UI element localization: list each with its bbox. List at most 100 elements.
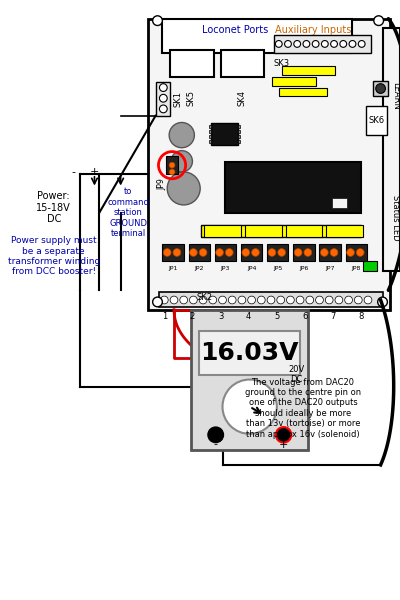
Polygon shape bbox=[332, 198, 347, 208]
Polygon shape bbox=[346, 244, 367, 261]
Circle shape bbox=[304, 248, 312, 256]
Polygon shape bbox=[366, 106, 387, 135]
Polygon shape bbox=[160, 292, 382, 307]
Polygon shape bbox=[286, 226, 322, 237]
Circle shape bbox=[284, 41, 291, 47]
Circle shape bbox=[169, 169, 175, 175]
Circle shape bbox=[216, 248, 224, 256]
Circle shape bbox=[325, 296, 333, 304]
Circle shape bbox=[349, 41, 356, 47]
Circle shape bbox=[190, 296, 197, 304]
Circle shape bbox=[238, 296, 246, 304]
Circle shape bbox=[320, 248, 328, 256]
Circle shape bbox=[358, 41, 365, 47]
Polygon shape bbox=[162, 19, 352, 53]
Circle shape bbox=[312, 41, 319, 47]
Circle shape bbox=[364, 296, 372, 304]
Circle shape bbox=[347, 248, 354, 256]
Circle shape bbox=[335, 296, 343, 304]
Circle shape bbox=[248, 296, 256, 304]
Text: Loconet Ports: Loconet Ports bbox=[202, 25, 268, 35]
Circle shape bbox=[209, 296, 217, 304]
Text: +: + bbox=[279, 440, 288, 449]
Text: JP6: JP6 bbox=[299, 266, 309, 271]
Polygon shape bbox=[211, 124, 238, 145]
Polygon shape bbox=[199, 331, 300, 374]
Circle shape bbox=[160, 94, 167, 102]
Polygon shape bbox=[267, 244, 288, 261]
Circle shape bbox=[376, 83, 386, 94]
Circle shape bbox=[374, 16, 384, 26]
Text: The voltage from DAC20
ground to the centre pin on
one of the DAC20 outputs
shou: The voltage from DAC20 ground to the cen… bbox=[245, 377, 361, 439]
Circle shape bbox=[160, 105, 167, 113]
Text: Power supply must
be a separate
transformer winding
from DCC booster!: Power supply must be a separate transfor… bbox=[8, 236, 100, 277]
Circle shape bbox=[160, 83, 167, 91]
Text: 4: 4 bbox=[246, 311, 251, 320]
Text: to
command
station
GROUND
terminal: to command station GROUND terminal bbox=[108, 187, 149, 238]
Circle shape bbox=[169, 162, 175, 168]
Polygon shape bbox=[215, 244, 236, 261]
Text: JP5: JP5 bbox=[273, 266, 282, 271]
Circle shape bbox=[219, 296, 226, 304]
Polygon shape bbox=[192, 310, 308, 451]
Text: 1: 1 bbox=[162, 311, 167, 320]
Text: 7: 7 bbox=[330, 311, 336, 320]
Circle shape bbox=[222, 380, 277, 434]
Circle shape bbox=[228, 296, 236, 304]
Text: LEARN: LEARN bbox=[391, 82, 400, 110]
Text: 6: 6 bbox=[302, 311, 308, 320]
Text: JP3: JP3 bbox=[221, 266, 230, 271]
Polygon shape bbox=[241, 244, 262, 261]
Polygon shape bbox=[238, 135, 240, 138]
Circle shape bbox=[356, 248, 364, 256]
Circle shape bbox=[316, 296, 323, 304]
Circle shape bbox=[294, 248, 302, 256]
Circle shape bbox=[276, 427, 291, 443]
Circle shape bbox=[322, 41, 328, 47]
Circle shape bbox=[286, 296, 294, 304]
Circle shape bbox=[169, 122, 194, 148]
Text: Auxiliary Inputs: Auxiliary Inputs bbox=[274, 25, 351, 35]
Circle shape bbox=[275, 41, 282, 47]
Circle shape bbox=[331, 41, 338, 47]
Polygon shape bbox=[238, 125, 240, 128]
Circle shape bbox=[306, 296, 314, 304]
Circle shape bbox=[296, 296, 304, 304]
Text: SK2: SK2 bbox=[196, 293, 212, 302]
Text: 16.03V: 16.03V bbox=[200, 341, 299, 365]
Circle shape bbox=[303, 41, 310, 47]
Text: Power:
15-18V
DC: Power: 15-18V DC bbox=[36, 191, 71, 224]
Text: JP7: JP7 bbox=[326, 266, 335, 271]
Polygon shape bbox=[209, 125, 211, 128]
Polygon shape bbox=[320, 244, 341, 261]
Circle shape bbox=[153, 297, 162, 307]
Text: 3: 3 bbox=[218, 311, 223, 320]
Circle shape bbox=[160, 296, 168, 304]
Polygon shape bbox=[238, 130, 240, 133]
Circle shape bbox=[199, 296, 207, 304]
Polygon shape bbox=[272, 77, 316, 86]
Circle shape bbox=[208, 427, 224, 443]
Polygon shape bbox=[209, 130, 211, 133]
Text: -: - bbox=[214, 440, 218, 449]
Polygon shape bbox=[326, 226, 363, 237]
Circle shape bbox=[378, 297, 387, 307]
Circle shape bbox=[267, 296, 275, 304]
Polygon shape bbox=[148, 19, 390, 310]
Circle shape bbox=[268, 248, 276, 256]
Text: SK3: SK3 bbox=[274, 59, 290, 68]
Polygon shape bbox=[363, 261, 377, 271]
Circle shape bbox=[163, 248, 171, 256]
Circle shape bbox=[345, 296, 352, 304]
Text: -: - bbox=[71, 167, 75, 177]
Circle shape bbox=[354, 296, 362, 304]
Text: Status LED: Status LED bbox=[391, 195, 400, 241]
Polygon shape bbox=[156, 82, 170, 116]
Polygon shape bbox=[170, 50, 214, 77]
Text: SK1: SK1 bbox=[174, 91, 183, 107]
Text: 20V
DC: 20V DC bbox=[288, 365, 304, 385]
Text: JP4: JP4 bbox=[247, 266, 256, 271]
Text: JP8: JP8 bbox=[352, 266, 361, 271]
Circle shape bbox=[252, 248, 259, 256]
Text: SK5: SK5 bbox=[187, 89, 196, 106]
